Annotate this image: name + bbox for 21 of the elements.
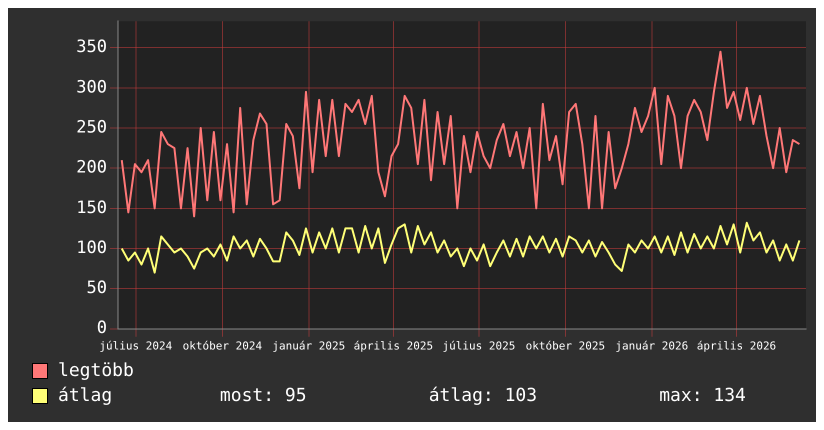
x-tick-label: október 2025 — [526, 339, 606, 352]
x-tick-label: április 2025 — [354, 339, 434, 352]
text: most: 95 — [220, 385, 307, 406]
legend-label: legtöbb — [58, 360, 134, 381]
y-tick-label: 250 — [76, 117, 107, 138]
text: átlag: 103 — [428, 385, 538, 406]
x-tick-label: július 2024 — [99, 339, 173, 352]
legend-label: átlag — [58, 385, 112, 406]
x-tick-label: január 2026 — [615, 339, 688, 352]
y-tick-label: 50 — [86, 278, 107, 298]
x-tick-label: április 2026 — [696, 339, 776, 352]
x-tick-label: január 2025 — [272, 339, 346, 352]
x-tick-label: július 2025 — [442, 339, 516, 352]
y-tick-label: 350 — [76, 37, 107, 58]
y-tick-label: 200 — [76, 158, 107, 178]
y-tick-label: 100 — [76, 238, 107, 258]
y-tick-label: 0 — [96, 318, 107, 338]
text: max: 134 — [659, 385, 746, 406]
x-tick-label: október 2024 — [182, 339, 262, 352]
y-tick-label: 150 — [76, 198, 107, 218]
y-tick-label: 300 — [76, 77, 107, 98]
